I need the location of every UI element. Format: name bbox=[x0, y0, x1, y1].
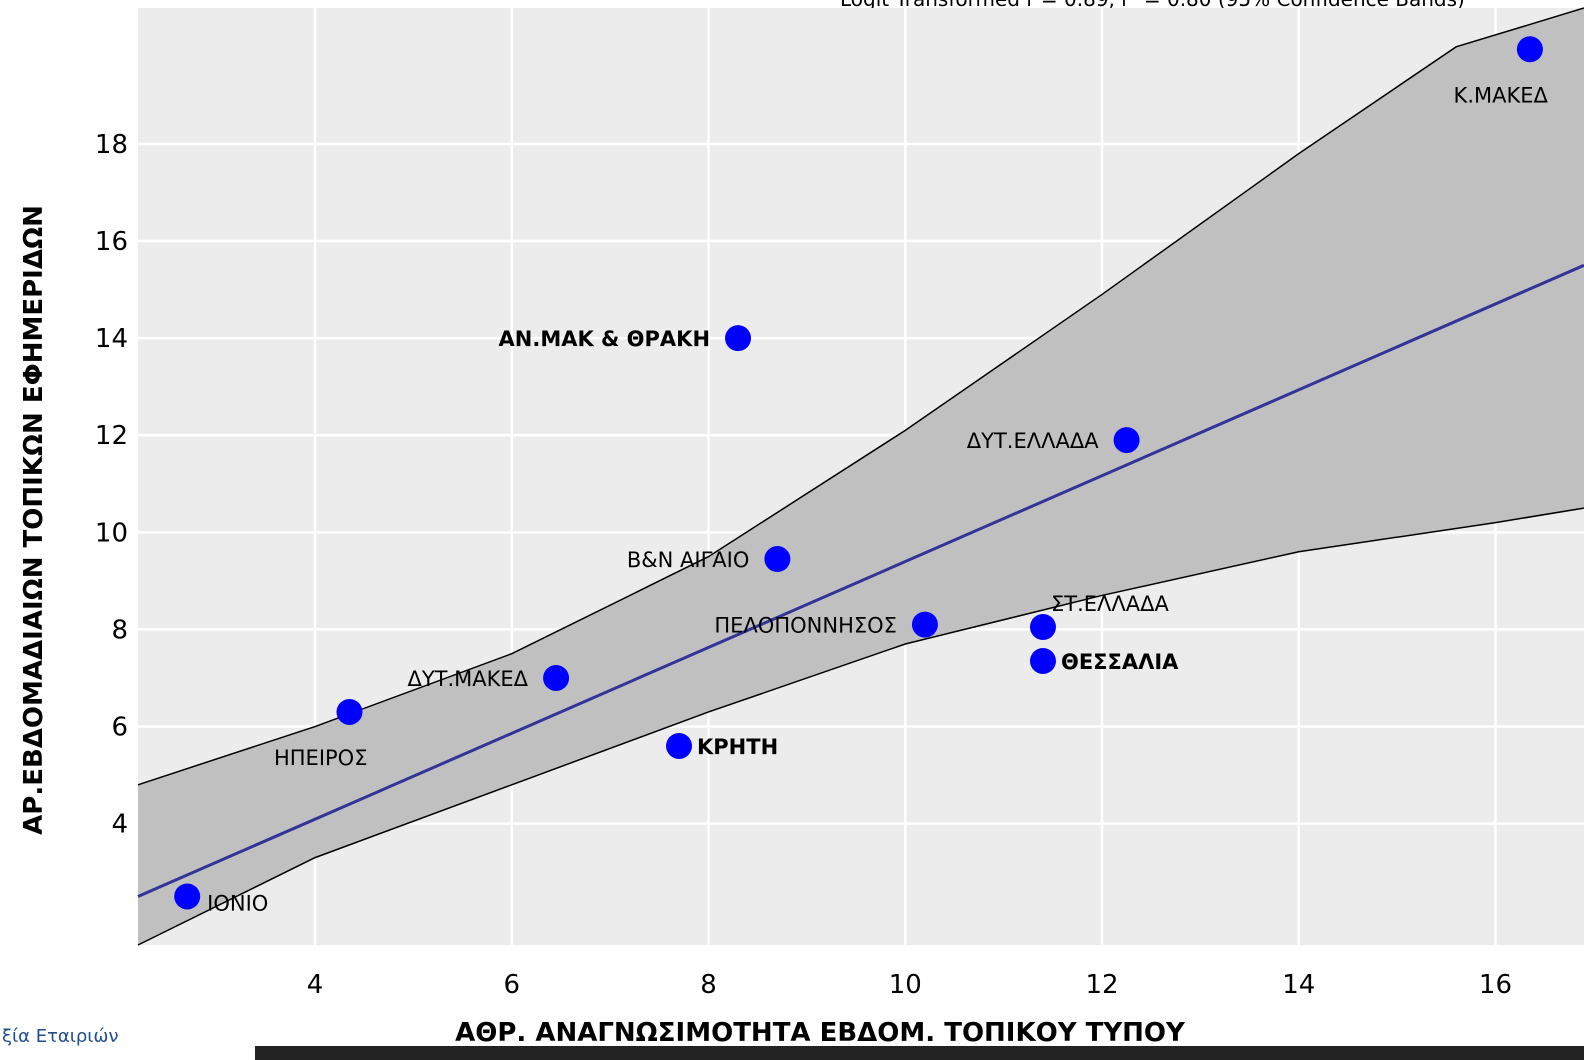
y-tick-label: 4 bbox=[111, 810, 128, 840]
y-tick-label: 6 bbox=[111, 713, 128, 743]
band-upper-edge bbox=[137, 7, 1584, 786]
x-tick-label: 12 bbox=[1085, 970, 1118, 1000]
footer-bar bbox=[255, 1046, 1584, 1060]
data-point bbox=[336, 698, 363, 725]
data-point bbox=[1113, 427, 1140, 454]
data-point bbox=[543, 664, 570, 691]
data-points bbox=[174, 36, 1543, 910]
band-fill bbox=[138, 8, 1584, 945]
data-point bbox=[911, 611, 938, 638]
data-point bbox=[764, 546, 791, 573]
x-tick-label: 4 bbox=[307, 970, 324, 1000]
x-tick-label: 8 bbox=[700, 970, 717, 1000]
y-tick-label: 14 bbox=[95, 324, 128, 354]
data-point bbox=[1516, 36, 1543, 63]
data-point bbox=[666, 732, 693, 759]
y-axis-ticks: 4 6 8 10 12 14 16 18 bbox=[95, 130, 128, 840]
point-labels: ΙΟΝΙΟ ΗΠΕΙΡΟΣ ΔΥΤ.ΜΑΚΕΔ ΚΡΗΤΗ ΑΝ.ΜΑΚ & ΘΡΑΚΗ… bbox=[207, 83, 1548, 915]
x-tick-label: 14 bbox=[1282, 970, 1315, 1000]
point-label: ΘΕΣΣΑΛΙΑ bbox=[1061, 650, 1179, 674]
band-lower-edge bbox=[137, 507, 1584, 946]
data-point bbox=[1029, 647, 1056, 674]
y-tick-label: 16 bbox=[95, 227, 128, 257]
point-label: ΑΝ.ΜΑΚ & ΘΡΑΚΗ bbox=[499, 327, 711, 351]
point-label: ΔΥΤ.ΜΑΚΕΔ bbox=[407, 667, 528, 691]
y-tick-label: 12 bbox=[95, 421, 128, 451]
data-point bbox=[725, 325, 752, 352]
y-tick-label: 8 bbox=[111, 615, 128, 645]
y-tick-label: 10 bbox=[95, 518, 128, 548]
point-label: ΔΥΤ.ΕΛΛΑΔΑ bbox=[967, 429, 1099, 453]
y-tick-label: 18 bbox=[95, 130, 128, 160]
y-axis-title: ΑΡ.ΕΒΔΟΜΑΔΙΑΙΩΝ ΤΟΠΙΚΩΝ ΕΦΗΜΕΡΙΔΩΝ bbox=[19, 205, 49, 835]
point-label: ΣΤ.ΕΛΛΑΔΑ bbox=[1051, 592, 1170, 616]
x-tick-label: 10 bbox=[889, 970, 922, 1000]
point-label: ΠΕΛΟΠΟΝΝΗΣΟΣ bbox=[714, 614, 897, 638]
x-tick-label: 16 bbox=[1479, 970, 1512, 1000]
regression-line bbox=[137, 263, 1584, 898]
chart-header-text: Logit Transformed r = 0.89, r² = 0.80 (9… bbox=[840, 0, 1465, 11]
fit-line bbox=[137, 263, 1584, 898]
x-tick-label: 6 bbox=[504, 970, 521, 1000]
confidence-band bbox=[137, 7, 1584, 946]
point-label: ΗΠΕΙΡΟΣ bbox=[274, 746, 368, 770]
footer-decoration: ξία Εταιριών bbox=[2, 1026, 1584, 1060]
point-label: ΚΡΗΤΗ bbox=[697, 735, 778, 759]
point-label: ΙΟΝΙΟ bbox=[207, 891, 268, 915]
point-label: Κ.ΜΑΚΕΔ bbox=[1454, 83, 1549, 107]
point-label: Β&Ν ΑΙΓΑΙΟ bbox=[627, 548, 750, 572]
data-point bbox=[174, 883, 201, 910]
brand-text: ξία Εταιριών bbox=[2, 1026, 119, 1047]
x-axis-title: ΑΘΡ. ΑΝΑΓΝΩΣΙΜΟΤΗΤΑ ΕΒΔΟΜ. ΤΟΠΙΚΟΥ ΤΥΠΟΥ bbox=[455, 1018, 1186, 1048]
data-point bbox=[1029, 614, 1056, 641]
x-axis-ticks: 4 6 8 10 12 14 16 bbox=[307, 970, 1512, 1000]
